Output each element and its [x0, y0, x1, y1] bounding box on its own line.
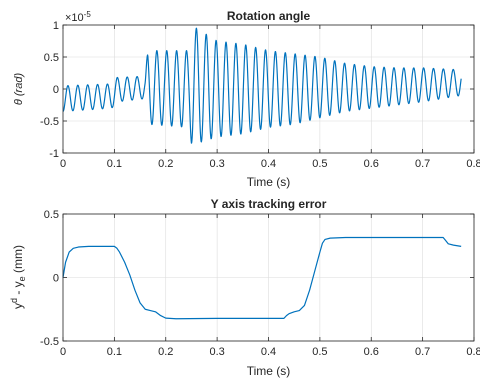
- exponent-power: -5: [84, 10, 92, 19]
- x-tick-label: 0.8: [466, 346, 480, 358]
- axes-box-2: [62, 213, 475, 342]
- y-tick-label: 0.5: [44, 209, 59, 221]
- x-tick-label: 0.6: [364, 346, 379, 358]
- y-tick-label: -1: [49, 148, 59, 160]
- ticks-1: 0 0.1 0.2 0.3 0.4 0.5 0.6 0.7 0.8 -1 -0.5 0 0.5 1: [40, 20, 480, 170]
- y-label-sup: d: [9, 298, 19, 303]
- plot-rotation-angle: 0 0.1 0.2 0.3 0.4 0.5 0.6 0.7 0.8 -1 -0.5 0 0.5 1 Rot…: [13, 9, 480, 189]
- x-tick-label: 0: [60, 346, 66, 358]
- y-tick-label: -0.5: [40, 116, 59, 128]
- y-tick-label: 1: [53, 20, 59, 32]
- x-tick-label: 0.8: [466, 158, 480, 170]
- y-label-unit: (mm): [11, 245, 25, 276]
- x-axis-label-2: Time (s): [247, 364, 291, 378]
- plot-y-axis-tracking-error: 0 0.1 0.2 0.3 0.4 0.5 0.6 0.7 0.8-0.500.5 Y axis…: [9, 197, 480, 378]
- y-label-main: y: [11, 303, 25, 309]
- x-tick-label: 0.2: [158, 346, 173, 358]
- x-tick-label: 0.4: [261, 158, 276, 170]
- x-tick-label: 0.7: [415, 158, 430, 170]
- series-line-rotation-angle: [62, 27, 462, 144]
- y-tick-label: 0: [53, 84, 59, 96]
- x-tick-label: 0.7: [415, 346, 430, 358]
- exponent-base: ×10: [65, 12, 84, 24]
- x-tick-label: 0.3: [209, 346, 224, 358]
- x-tick-label: 0.5: [312, 158, 327, 170]
- x-tick-label: 0.5: [312, 346, 327, 358]
- x-tick-label: 0.1: [107, 346, 122, 358]
- exponent-label-1: ×10-5: [65, 10, 91, 24]
- y-tick-label: 0.5: [44, 52, 59, 64]
- x-tick-label: 0.6: [364, 158, 379, 170]
- y-axis-label-2: yd - ye (mm): [9, 245, 27, 309]
- y-tick-label: 0: [53, 273, 59, 285]
- x-tick-label: 0.3: [209, 158, 224, 170]
- y-label-mid: - y: [11, 281, 25, 298]
- x-tick-label: 0: [60, 158, 66, 170]
- series-line-tracking-error: [62, 236, 462, 320]
- chart-title-1: Rotation angle: [227, 9, 311, 23]
- x-axis-label-1: Time (s): [247, 175, 291, 189]
- y-tick-label: -0.5: [40, 336, 59, 348]
- y-axis-label-1: θ (rad): [13, 73, 25, 106]
- chart-title-2: Y axis tracking error: [211, 197, 327, 211]
- x-tick-label: 0.1: [107, 158, 122, 170]
- x-tick-label: 0.2: [158, 158, 173, 170]
- y-label-sub: e: [17, 276, 27, 281]
- axes-box-1: [62, 24, 475, 154]
- x-tick-label: 0.4: [261, 346, 276, 358]
